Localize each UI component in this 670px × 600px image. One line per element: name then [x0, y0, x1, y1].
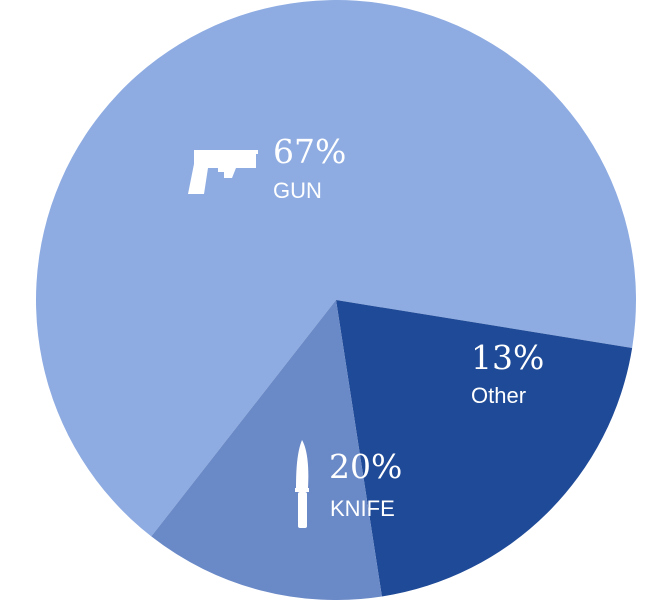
pie-slice-knife: [336, 300, 633, 597]
gun-icon: [188, 150, 258, 194]
slice-label-knife: 20% KNIFE: [295, 440, 402, 528]
other-percent: 13%: [471, 338, 544, 377]
pie-slice-other: [151, 300, 382, 600]
slice-label-other: 13% Other: [471, 338, 544, 408]
knife-percent: 20%: [329, 447, 402, 486]
pie-slice-gun: [35, 0, 636, 537]
knife-icon: [295, 440, 309, 528]
knife-label: KNIFE: [330, 496, 395, 521]
slice-label-gun: 67% GUN: [188, 132, 346, 203]
gun-percent: 67%: [273, 132, 346, 171]
other-label: Other: [471, 383, 526, 408]
gun-label: GUN: [273, 178, 322, 203]
pie-slices: [35, 0, 636, 600]
